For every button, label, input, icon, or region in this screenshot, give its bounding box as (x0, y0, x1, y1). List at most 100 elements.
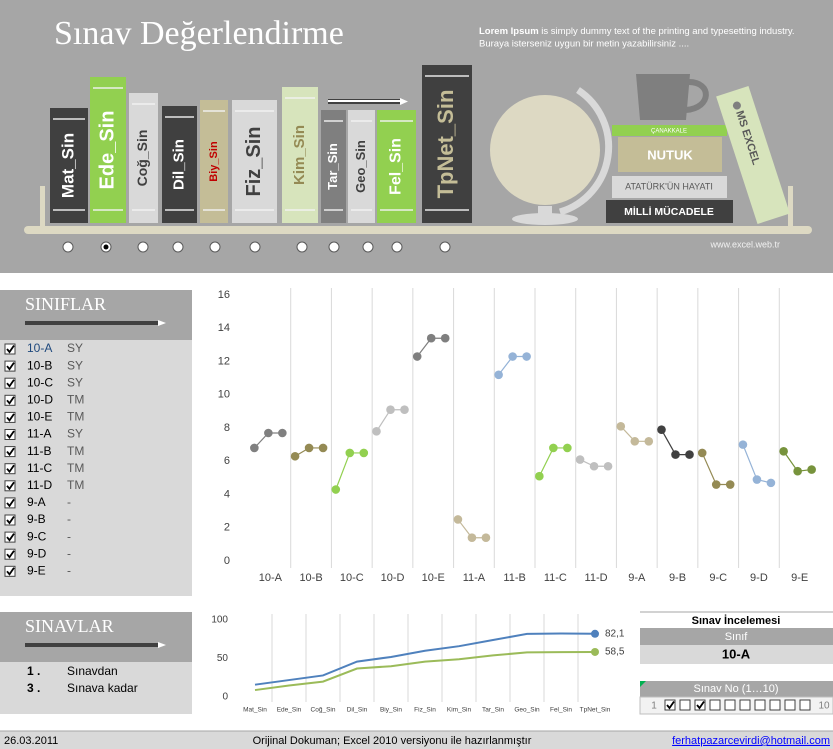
shelf (24, 226, 812, 234)
class-type: TM (67, 461, 84, 475)
class-name[interactable]: 9-D (27, 546, 47, 560)
class-name[interactable]: 10-E (27, 410, 52, 424)
checkbox[interactable] (709, 699, 721, 711)
point (386, 405, 395, 415)
book-label: ÇANAKKALE (651, 129, 687, 135)
title: Sınav Değerlendirme (54, 15, 344, 52)
check-mark (696, 700, 705, 710)
checkbox[interactable] (754, 699, 766, 711)
checkbox[interactable] (4, 411, 16, 423)
point (278, 428, 287, 438)
checkbox[interactable] (4, 514, 16, 526)
class-type: - (67, 563, 71, 577)
footer (0, 731, 833, 749)
point (304, 443, 314, 453)
class-name[interactable]: 11-D (27, 478, 52, 492)
book-radio[interactable] (391, 241, 403, 253)
checkbox[interactable] (694, 699, 706, 711)
x-tick-label: Dil_Sin (347, 707, 368, 714)
intro-bold: Lorem Ipsum (479, 26, 539, 37)
checkbox[interactable] (799, 699, 811, 711)
class-name[interactable]: 9-B (27, 512, 46, 526)
book-band (93, 209, 123, 211)
checkbox[interactable] (4, 394, 16, 406)
checkbox[interactable] (724, 699, 736, 711)
class-name[interactable]: 11-A (27, 427, 51, 441)
checkbox[interactable] (4, 548, 16, 560)
class-name[interactable]: 10-D (27, 392, 53, 406)
book (422, 65, 472, 223)
value-label: 82,1 (605, 628, 625, 639)
point (372, 427, 381, 436)
book-label: Fiz_Sin (243, 126, 265, 196)
point (508, 352, 517, 361)
pencil-tip (158, 642, 166, 648)
book-dot (732, 101, 741, 110)
footer-email[interactable]: ferhatpazarcevirdi@hotmail.com (672, 735, 830, 747)
checkbox[interactable] (4, 446, 16, 458)
book-band (235, 110, 274, 112)
book-radio[interactable] (328, 241, 340, 253)
checkbox[interactable] (769, 699, 781, 711)
checkbox[interactable] (4, 531, 16, 543)
class-name[interactable]: 9-E (27, 563, 46, 577)
x-tick-label: 11-B (503, 572, 525, 584)
point (591, 647, 599, 656)
point (453, 515, 463, 524)
checkbox[interactable] (679, 699, 691, 711)
globe-stand (538, 206, 552, 216)
point (575, 455, 585, 464)
checkbox[interactable] (664, 699, 676, 711)
book-excel: MS EXCEL (716, 86, 790, 224)
shelf-support (40, 186, 45, 228)
book-radio[interactable] (172, 241, 184, 253)
point (603, 461, 613, 471)
class-name[interactable]: 10-A (27, 341, 52, 355)
book-band (132, 103, 155, 105)
checkbox[interactable] (4, 360, 16, 372)
book-radio[interactable] (439, 241, 451, 253)
class-type: TM (67, 478, 84, 492)
pencil (25, 643, 158, 647)
x-tick-label: Fel_Sin (550, 707, 572, 714)
checkbox[interactable] (784, 699, 796, 711)
point (589, 461, 599, 471)
check-mark (6, 344, 15, 354)
book-radio[interactable] (362, 241, 374, 253)
point (793, 466, 802, 476)
footer-date: 26.03.2011 (4, 735, 58, 747)
book-label: TpNet_Sin (433, 90, 458, 199)
y-tick-label: 12 (218, 355, 230, 367)
y-tick-label: 10 (218, 389, 230, 401)
book-band (324, 120, 343, 122)
x-tick-label: 9-B (669, 572, 686, 584)
x-tick-label: 11-D (585, 572, 608, 584)
class-value: 10-A (722, 646, 751, 661)
class-name[interactable]: 11-C (27, 461, 52, 475)
book-radio[interactable] (249, 241, 261, 253)
book-radio[interactable] (62, 241, 74, 253)
point (494, 370, 503, 380)
checkbox[interactable] (4, 565, 16, 577)
checkbox[interactable] (4, 497, 16, 509)
book-radio[interactable] (209, 241, 221, 253)
checkbox[interactable] (4, 463, 16, 475)
class-name[interactable]: 10-B (27, 358, 52, 372)
book-label: NUTUK (647, 147, 693, 162)
class-name[interactable]: 9-A (27, 495, 46, 509)
checkbox[interactable] (4, 429, 16, 440)
class-name[interactable]: 11-B (27, 444, 51, 458)
point (535, 471, 544, 481)
checkbox[interactable] (4, 343, 16, 355)
x-tick-label: Tar_Sin (482, 707, 504, 714)
point (738, 440, 748, 449)
point (331, 485, 341, 494)
check-mark (6, 498, 15, 508)
class-name[interactable]: 10-C (27, 375, 53, 389)
class-name[interactable]: 9-C (27, 529, 47, 543)
checkbox[interactable] (739, 699, 751, 711)
book-radio[interactable] (296, 241, 308, 253)
checkbox[interactable] (4, 480, 16, 492)
book-radio[interactable] (137, 241, 149, 253)
checkbox[interactable] (4, 377, 16, 389)
